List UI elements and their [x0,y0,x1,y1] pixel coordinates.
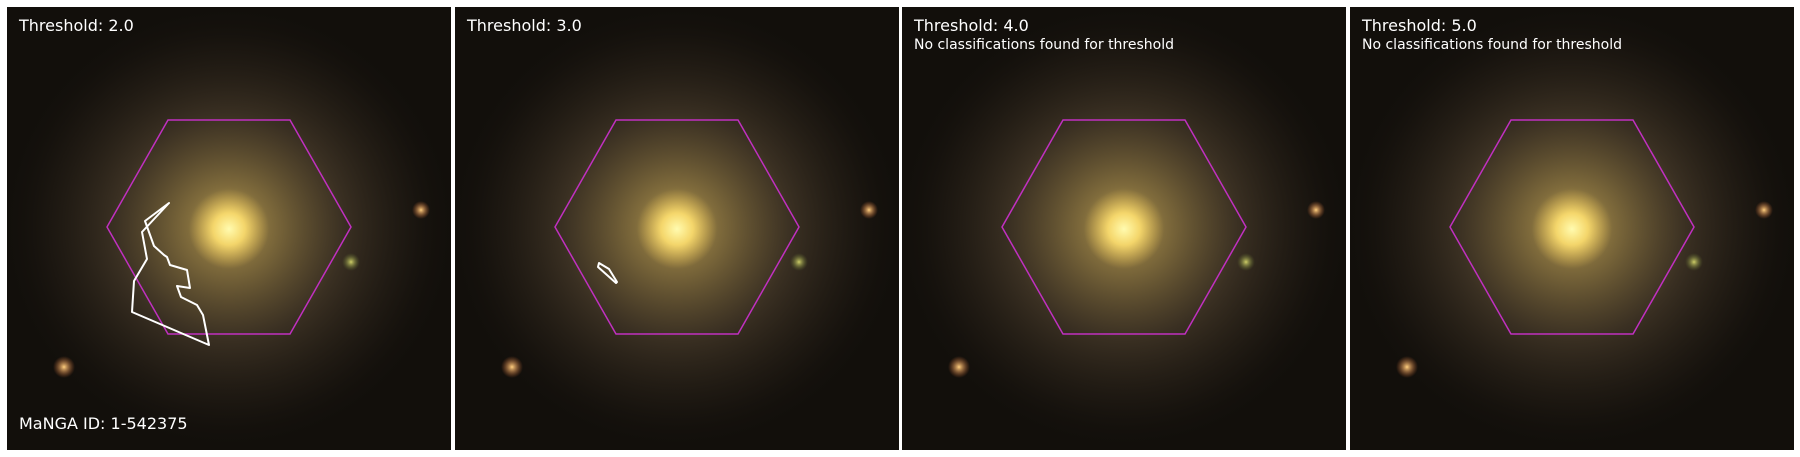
classification-contour [131,202,210,346]
galaxy-panel-1: Threshold: 2.0 MaNGA ID: 1-542375 [7,7,451,450]
threshold-label: Threshold: 4.0 [914,16,1029,35]
no-classification-note: No classifications found for threshold [1362,37,1622,53]
ifu-hexagon [1449,119,1695,335]
manga-id-label: MaNGA ID: 1-542375 [19,414,188,433]
galaxy-image-1 [7,7,451,450]
threshold-label: Threshold: 2.0 [19,16,134,35]
ifu-hexagon [106,119,352,335]
no-classification-note: No classifications found for threshold [914,37,1174,53]
threshold-label: Threshold: 3.0 [467,16,582,35]
classification-contour [597,262,618,284]
threshold-label: Threshold: 5.0 [1362,16,1477,35]
ifu-hexagon [1001,119,1247,335]
ifu-hexagon [554,119,800,335]
galaxy-image-2 [455,7,899,450]
galaxy-panel-3: Threshold: 4.0 No classifications found … [902,7,1346,450]
galaxy-image-3 [902,7,1346,450]
galaxy-image-4 [1350,7,1794,450]
galaxy-panel-4: Threshold: 5.0 No classifications found … [1350,7,1794,450]
galaxy-panel-2: Threshold: 3.0 [455,7,899,450]
